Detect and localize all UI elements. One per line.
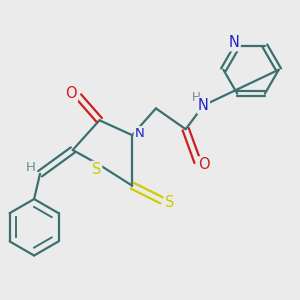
Text: O: O bbox=[198, 158, 209, 172]
Text: S: S bbox=[165, 194, 174, 209]
Text: S: S bbox=[92, 162, 101, 177]
Text: H: H bbox=[26, 161, 36, 174]
Text: N: N bbox=[135, 127, 145, 140]
Text: N: N bbox=[198, 98, 209, 113]
Text: H: H bbox=[192, 92, 200, 104]
Text: O: O bbox=[65, 86, 77, 101]
Text: N: N bbox=[229, 35, 240, 50]
